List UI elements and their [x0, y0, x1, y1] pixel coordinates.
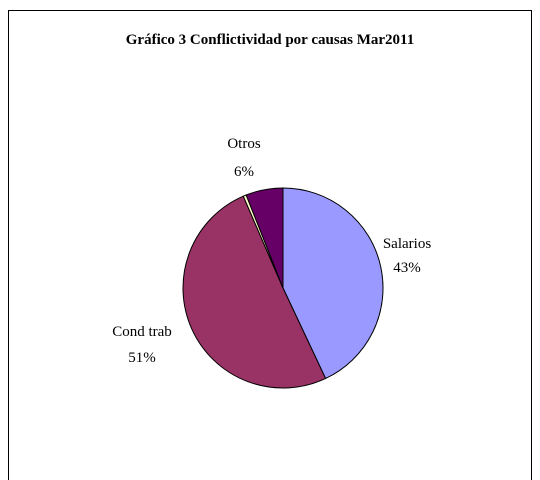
pie-slice-otros — [245, 187, 284, 289]
slice-name-label: Salarios — [383, 236, 431, 252]
slice-percent-label: 43% — [393, 260, 421, 276]
slice-name-label: Cond trab — [112, 324, 172, 340]
pie-slice-salarios — [282, 187, 384, 380]
slice-percent-label: 51% — [128, 350, 156, 366]
pie-slice-cond-trab — [182, 195, 327, 389]
chart-title: Gráfico 3 Conflictividad por causas Mar2… — [125, 32, 415, 48]
slice-name-label: Otros — [227, 136, 260, 152]
slice-percent-label: 6% — [234, 164, 254, 180]
